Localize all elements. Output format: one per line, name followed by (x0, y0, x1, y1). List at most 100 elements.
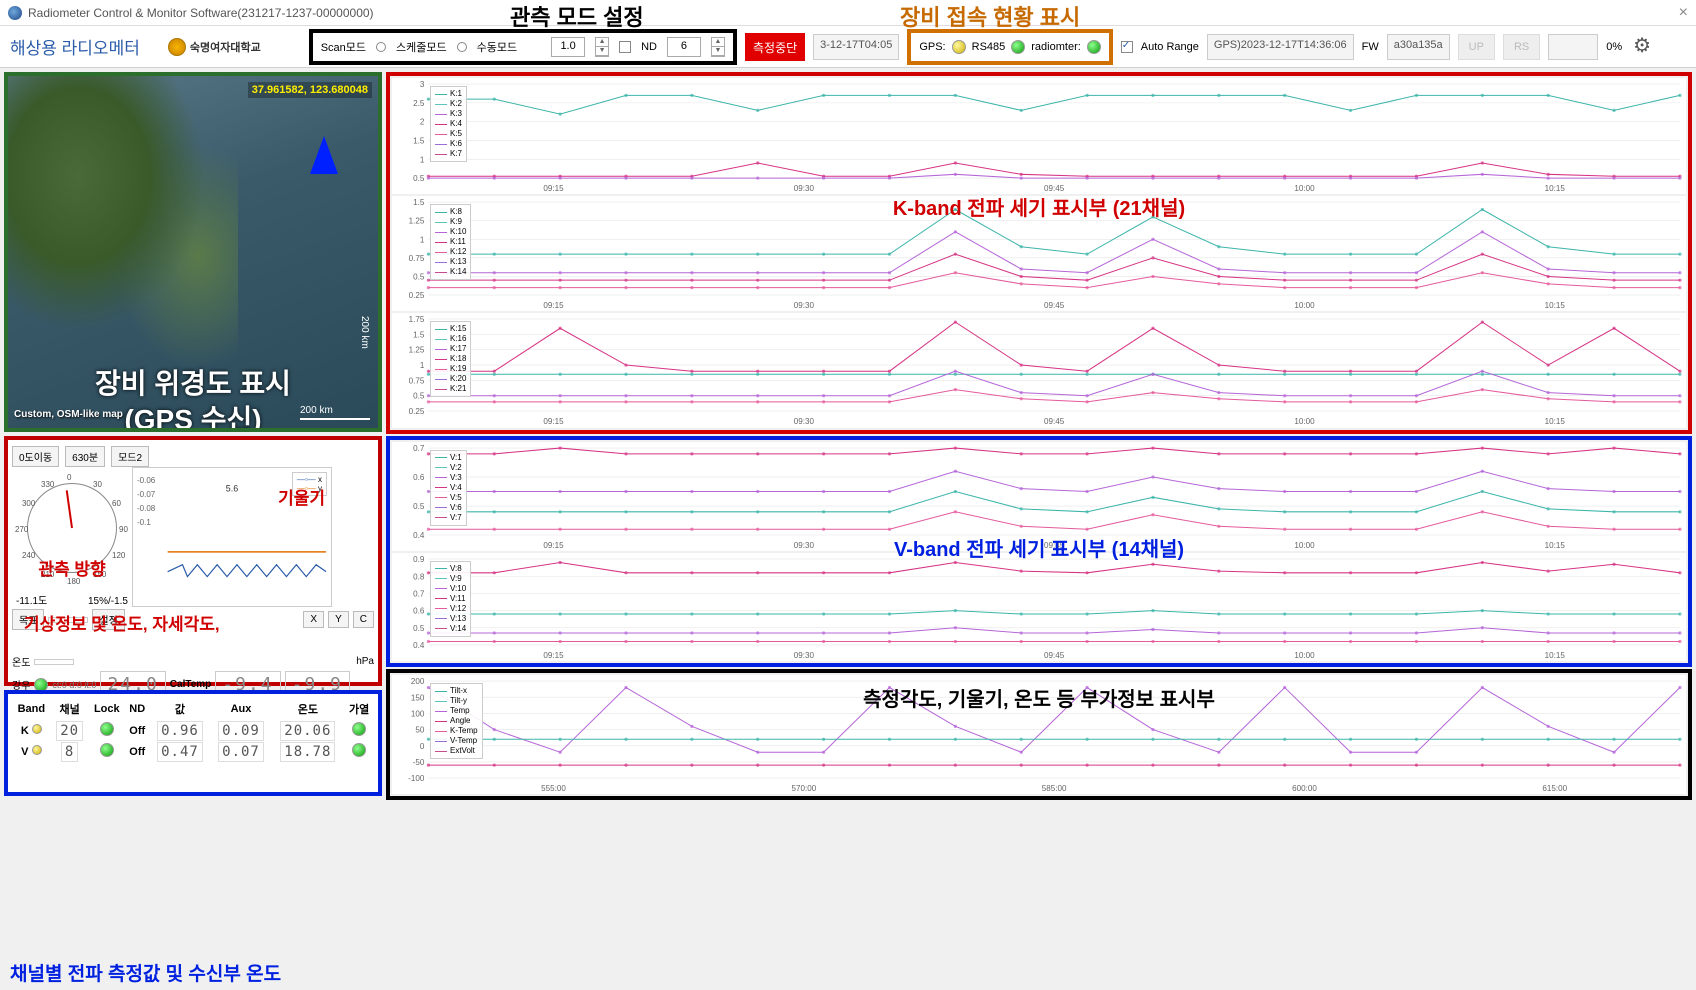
btn-target[interactable]: 목표 (12, 609, 44, 630)
close-icon[interactable]: × (1679, 4, 1688, 22)
radiometer-led (1087, 40, 1101, 54)
btn-set[interactable]: 설정 (92, 609, 124, 630)
k-chart-3: 0.250.50.7511.251.51.7509:1509:3009:4510… (392, 313, 1686, 427)
svg-text:1.25: 1.25 (409, 346, 425, 355)
compass-circle: 0306090120150180210240270300330 (27, 483, 117, 573)
svg-text:09:15: 09:15 (543, 184, 564, 193)
num-a[interactable]: 1.0 (551, 37, 585, 57)
btn-0deg[interactable]: 0도이동 (12, 446, 59, 467)
btn-c[interactable]: C (353, 611, 374, 628)
svg-text:09:30: 09:30 (794, 301, 815, 310)
rs485-led (1011, 40, 1025, 54)
svg-text:0.6: 0.6 (413, 607, 425, 616)
spinner-a[interactable]: ▲▼ (595, 37, 609, 57)
chart-legend: Tilt-xTilt-yTempAngleK-TempV-TempExtVolt (430, 683, 483, 759)
rs-button[interactable]: RS (1503, 34, 1540, 60)
target-val[interactable] (48, 617, 88, 623)
compass-tick: 240 (22, 551, 35, 560)
nd-checkbox[interactable] (619, 41, 631, 53)
compass-tick: 150 (93, 570, 106, 579)
svg-text:0.75: 0.75 (409, 254, 425, 263)
svg-text:570:00: 570:00 (791, 784, 816, 793)
stop-measurement-button[interactable]: 측정중단 (745, 33, 805, 61)
compass-tick: 270 (15, 525, 28, 534)
svg-text:10:15: 10:15 (1545, 541, 1566, 550)
map-coords: 37.961582, 123.680048 (248, 82, 372, 98)
svg-text:10:15: 10:15 (1545, 651, 1566, 660)
svg-text:09:45: 09:45 (1044, 301, 1065, 310)
compass: 0306090120150180210240270300330 관측 방향 -1… (12, 467, 132, 607)
svg-text:09:15: 09:15 (543, 418, 564, 427)
up-button[interactable]: UP (1458, 34, 1495, 60)
chart-legend: K:1K:2K:3K:4K:5K:6K:7 (430, 86, 467, 162)
map-land (4, 72, 238, 376)
caltemp-label: CalTemp (170, 679, 212, 690)
annotation-bottom: 채널별 전파 측정값 및 수신부 온도 (10, 959, 281, 986)
tilt-chart: -0.06-0.07-0.08-0.1 —▫— x —▫— y 기울기 5.6 (132, 467, 332, 607)
svg-text:3: 3 (420, 80, 425, 89)
svg-text:09:30: 09:30 (794, 541, 815, 550)
btn-x[interactable]: X (303, 611, 324, 628)
svg-text:10:15: 10:15 (1545, 418, 1566, 427)
north-arrow-icon (310, 136, 338, 174)
radio-manual[interactable] (457, 42, 467, 52)
svg-text:0.25: 0.25 (409, 408, 425, 417)
compass-tick: 330 (41, 480, 54, 489)
svg-text:555:00: 555:00 (541, 784, 566, 793)
btn-630min[interactable]: 630분 (65, 446, 105, 467)
svg-text:10:00: 10:00 (1294, 301, 1315, 310)
radio-schedule[interactable] (376, 42, 386, 52)
band-table: Band채널LockND값Aux온도가열 K 20Off0.960.0920.0… (12, 698, 374, 762)
compass-tick: 210 (41, 570, 54, 579)
autorange-checkbox[interactable] (1121, 41, 1133, 53)
compass-tick: 300 (22, 499, 35, 508)
app-subtitle: 해상용 라디오메터 (10, 34, 140, 59)
svg-text:50: 50 (415, 726, 424, 735)
titlebar: Radiometer Control & Monitor Software(23… (0, 0, 1696, 26)
btn-mode2[interactable]: 모드2 (111, 446, 149, 467)
k-band-group: 0.511.522.5309:1509:3009:4510:0010:15K:1… (386, 72, 1692, 434)
k-chart-1: 0.511.522.5309:1509:3009:4510:0010:15K:1… (392, 78, 1686, 194)
compass-needle (66, 490, 73, 528)
band-header: Lock (89, 698, 125, 720)
status-panel: 0도이동 630분 모드2 03060901201501802102402703… (4, 436, 382, 686)
svg-text:-50: -50 (413, 758, 425, 767)
svg-text:09:45: 09:45 (1044, 184, 1065, 193)
map-scale-y: 200 km (359, 316, 370, 420)
svg-text:0.7: 0.7 (413, 444, 425, 453)
spinner-nd[interactable]: ▲▼ (711, 37, 725, 57)
svg-text:0.5: 0.5 (413, 174, 425, 183)
svg-text:09:30: 09:30 (794, 651, 815, 660)
svg-text:09:45: 09:45 (1044, 541, 1065, 550)
band-header: Band (12, 698, 51, 720)
svg-text:615:00: 615:00 (1542, 784, 1567, 793)
compass-tick: 120 (112, 551, 125, 560)
right-column: 0.511.522.5309:1509:3009:4510:0010:15K:1… (386, 72, 1692, 956)
svg-text:10:15: 10:15 (1545, 184, 1566, 193)
tilt-yaxis: -0.06-0.07-0.08-0.1 (137, 474, 155, 530)
progress-bar (1548, 34, 1598, 60)
time-display-a: 3-12-17T04:05 (813, 34, 899, 60)
svg-text:10:15: 10:15 (1545, 301, 1566, 310)
chart-legend: K:8K:9K:10K:11K:12K:13K:14 (430, 204, 471, 280)
svg-text:0: 0 (420, 742, 425, 751)
band-header: 채널 (51, 698, 89, 720)
hpa-label: hPa (356, 656, 374, 667)
gear-icon[interactable]: ⚙ (1630, 35, 1654, 59)
svg-text:10:00: 10:00 (1294, 541, 1315, 550)
compass-tick: 60 (112, 499, 121, 508)
svg-text:150: 150 (411, 693, 425, 702)
gps-time-display: GPS)2023-12-17T14:36:06 (1207, 34, 1354, 60)
svg-text:0.5: 0.5 (413, 502, 425, 511)
svg-text:585:00: 585:00 (1042, 784, 1067, 793)
svg-text:0.75: 0.75 (409, 377, 425, 386)
svg-text:1.5: 1.5 (413, 137, 425, 146)
logo-text: 숙명여자대학교 (190, 39, 261, 55)
svg-text:0.25: 0.25 (409, 291, 425, 300)
btn-y[interactable]: Y (328, 611, 349, 628)
fw-value: a30a135a (1387, 34, 1450, 60)
nd-value[interactable]: 6 (667, 37, 701, 57)
left-column: 37.961582, 123.680048 장비 위경도 표시 (GPS 수신)… (4, 72, 382, 956)
compass-tick: 0 (67, 473, 71, 482)
map-panel[interactable]: 37.961582, 123.680048 장비 위경도 표시 (GPS 수신)… (4, 72, 382, 432)
